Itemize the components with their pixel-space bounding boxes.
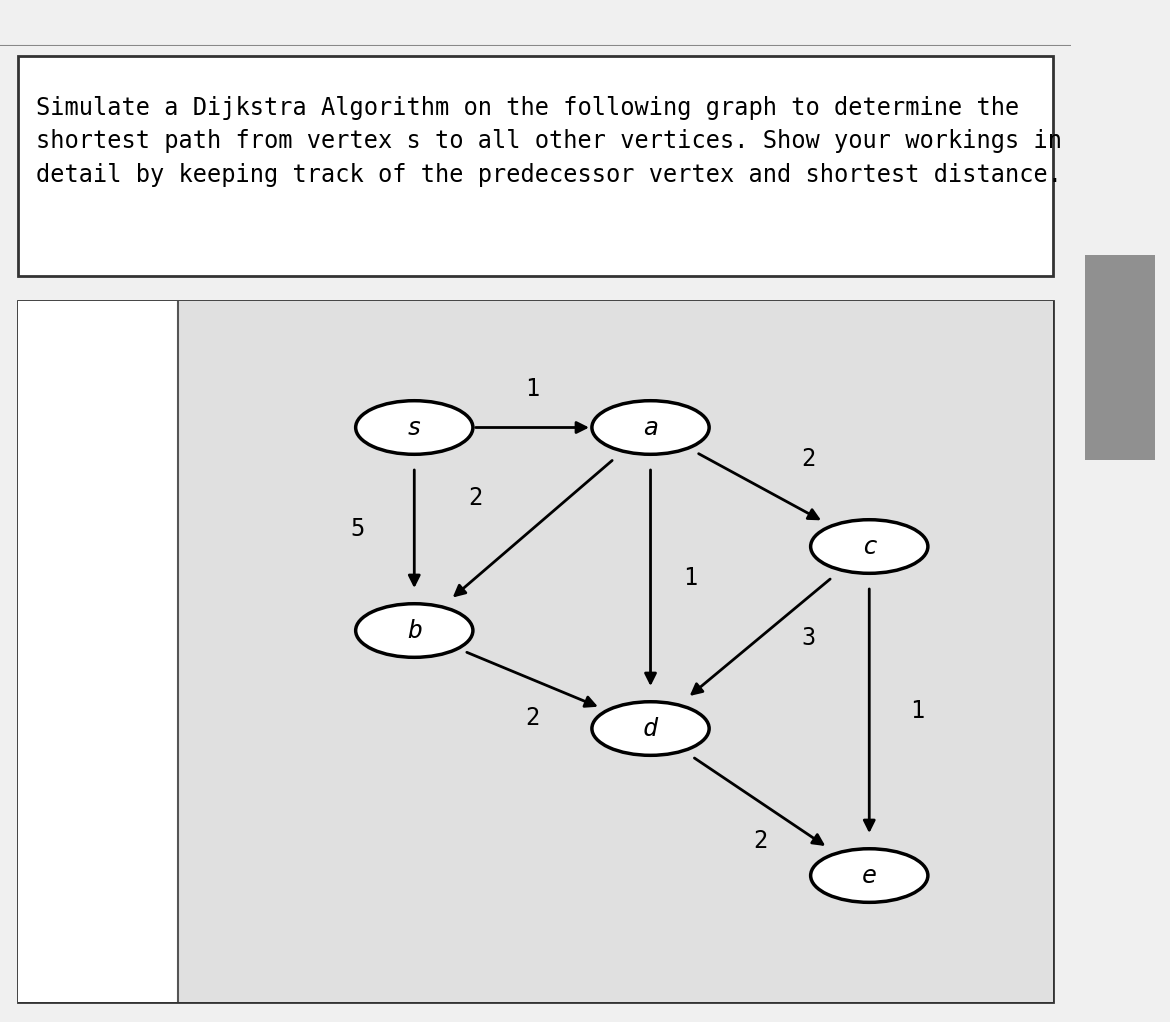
FancyBboxPatch shape [18,56,1053,276]
Ellipse shape [592,702,709,755]
Text: 2: 2 [752,829,768,852]
FancyBboxPatch shape [178,301,1053,1002]
Text: e: e [862,864,876,887]
FancyBboxPatch shape [1086,256,1155,460]
Text: s: s [407,416,421,439]
Text: d: d [644,716,658,741]
Text: c: c [862,535,876,558]
Text: b: b [407,618,421,643]
Text: 2: 2 [801,447,815,471]
Text: 5: 5 [350,517,365,541]
Ellipse shape [811,848,928,902]
Ellipse shape [592,401,709,455]
Text: 2: 2 [525,706,539,730]
Text: 3: 3 [801,625,815,650]
Ellipse shape [356,401,473,455]
Text: 2: 2 [468,485,483,510]
Text: a: a [644,416,658,439]
FancyBboxPatch shape [18,301,1053,1002]
Ellipse shape [356,604,473,657]
Text: 1: 1 [683,566,697,590]
FancyBboxPatch shape [18,301,178,1002]
Ellipse shape [811,520,928,573]
Text: 1: 1 [910,699,924,723]
Text: 1: 1 [525,377,539,401]
Text: Simulate a Dijkstra Algorithm on the following graph to determine the
shortest p: Simulate a Dijkstra Algorithm on the fol… [36,96,1062,187]
